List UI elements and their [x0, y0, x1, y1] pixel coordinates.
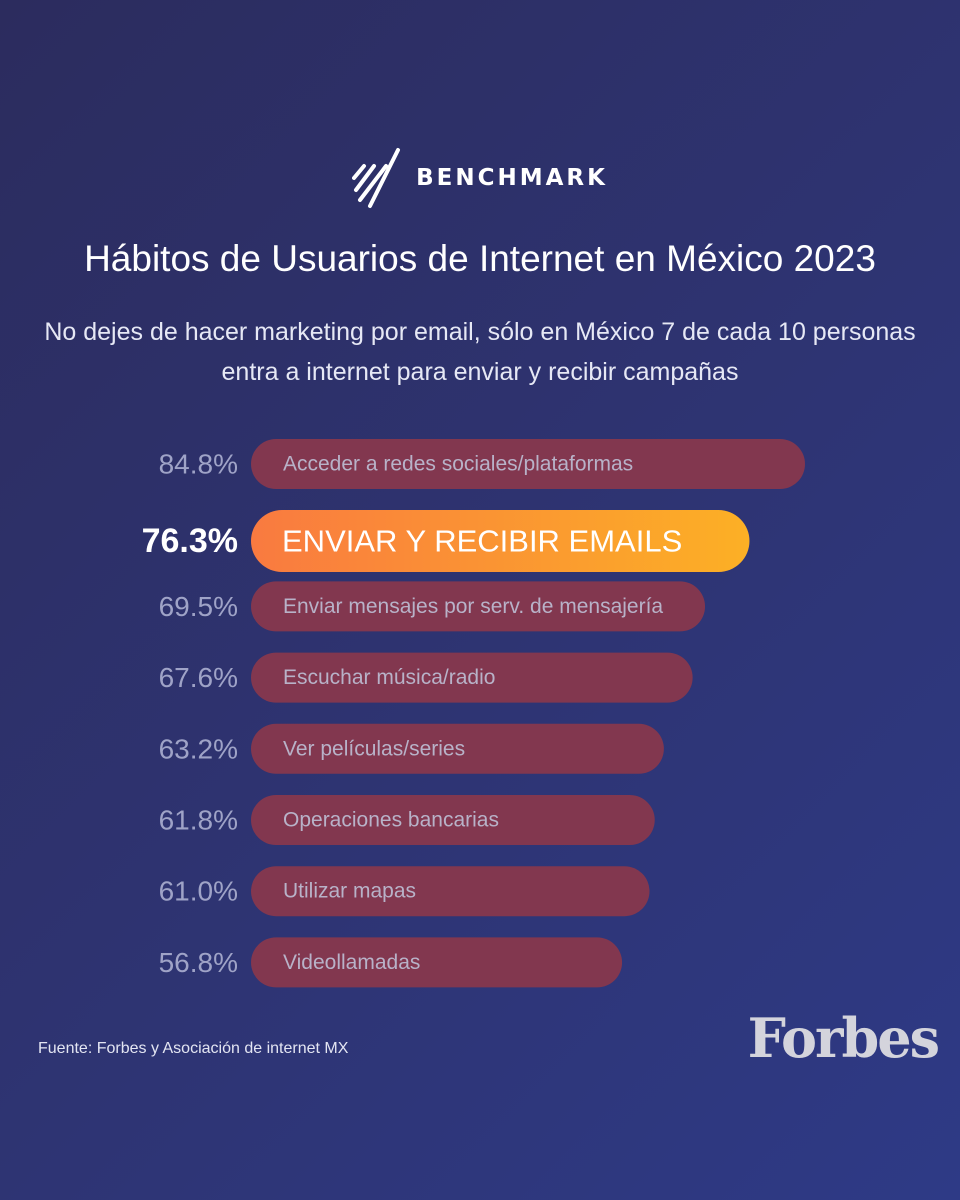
brand-name: BENCHMARK	[416, 165, 608, 191]
bar	[251, 439, 805, 489]
bar-label: Operaciones bancarias	[283, 809, 499, 832]
bar-label: Escuchar música/radio	[283, 666, 495, 689]
bar-label: Acceder a redes sociales/plataformas	[283, 453, 633, 476]
bar-label: Ver películas/series	[283, 737, 465, 760]
bar	[251, 581, 706, 632]
bar	[251, 937, 623, 988]
bar	[251, 652, 693, 703]
slash-lines-icon	[352, 148, 401, 208]
value-label: 84.8%	[159, 449, 238, 480]
value-label: 61.8%	[159, 805, 238, 836]
value-label: 61.0%	[159, 876, 238, 907]
page-title: Hábitos de Usuarios de Internet en Méxic…	[84, 238, 876, 279]
source-note: Fuente: Forbes y Asociación de internet …	[38, 1040, 349, 1057]
page-subtitle: No dejes de hacer marketing por email, s…	[44, 318, 916, 386]
bar-label: Enviar mensajes por serv. de mensajería	[283, 595, 663, 618]
brand-logo: BENCHMARK	[0, 146, 960, 210]
bar	[251, 866, 650, 917]
value-label: 67.6%	[159, 662, 238, 693]
bar-label: Utilizar mapas	[283, 880, 416, 903]
bar-highlight	[251, 510, 750, 572]
value-label: 69.5%	[159, 591, 238, 622]
bar	[251, 795, 655, 845]
bar-label-highlight: ENVIAR Y RECIBIR EMAILS	[282, 524, 682, 559]
value-label: 63.2%	[159, 733, 238, 764]
value-label: 56.8%	[159, 947, 238, 978]
forbes-logo: Forbes	[747, 1006, 940, 1070]
value-label-highlight: 76.3%	[142, 522, 238, 560]
bar-label: Videollamadas	[283, 951, 420, 974]
bar	[251, 723, 664, 774]
